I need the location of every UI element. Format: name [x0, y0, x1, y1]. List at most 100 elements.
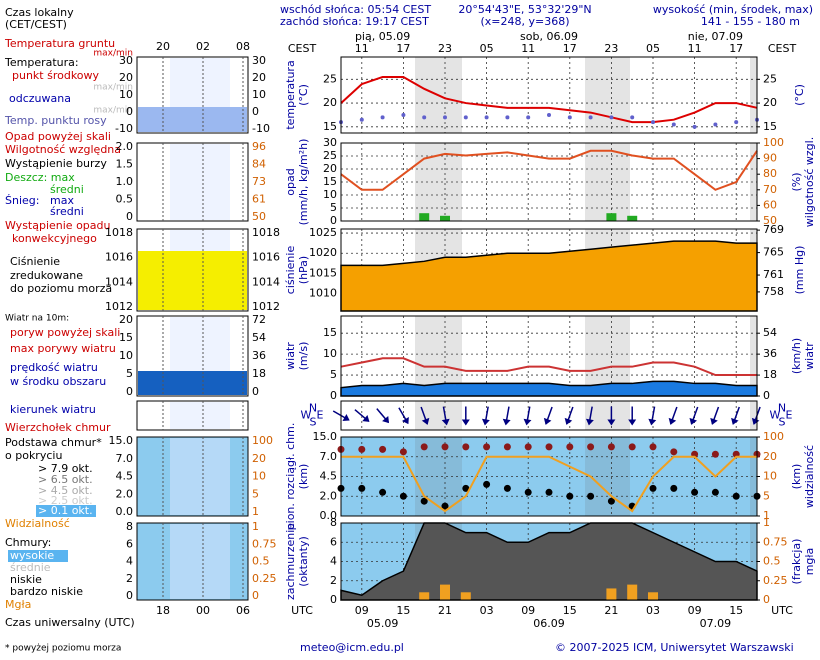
x-tick-label: 09: [688, 604, 702, 617]
dot: [547, 112, 551, 117]
bar: [419, 592, 430, 600]
mini-tick-label: 15: [119, 331, 133, 344]
legend-item: Śnieg:: [5, 194, 39, 207]
dot: [630, 115, 635, 120]
cest-hour: 17: [729, 42, 743, 55]
local-hour: 20: [156, 40, 170, 53]
arrow-head: [362, 415, 370, 422]
mini-tick-label: 2.0: [116, 487, 134, 500]
x-tick-label: 03: [646, 604, 660, 617]
mini-tick-label: 61: [252, 193, 266, 206]
legend-item: do poziomu morza: [10, 282, 112, 295]
dot: [358, 484, 366, 492]
dot: [670, 484, 678, 492]
cest-hour: 11: [688, 42, 702, 55]
dot: [587, 443, 595, 451]
mini-tick-label: 54: [252, 331, 266, 344]
mini-tick-label: 20: [252, 452, 266, 465]
dot: [420, 497, 428, 505]
dot: [524, 443, 532, 451]
mini-tick-label: 0.5: [116, 193, 134, 206]
legend-item: średni: [50, 205, 84, 218]
email: meteo@icm.edu.pl: [300, 641, 404, 654]
y2-tick-label: 80: [763, 167, 777, 180]
legend-item: Chmury:: [5, 536, 51, 549]
night-band: [750, 437, 757, 516]
legend-item: > 6.5 okt.: [38, 473, 93, 486]
arrow-head: [401, 416, 409, 425]
y-tick-label: 6: [330, 535, 337, 548]
mini-night: [170, 402, 230, 429]
y2-tick-label: 90: [763, 152, 777, 165]
dot: [649, 443, 657, 451]
y2-tick-label: 50: [763, 214, 777, 227]
legend-item: > 0.1 okt.: [38, 504, 93, 517]
y-tick-label: 15.0: [313, 430, 338, 443]
legend-item: Opad powyżej skali: [5, 130, 111, 143]
y2-tick-label: 1: [763, 516, 770, 529]
mini-tick-label: 1.0: [116, 175, 134, 188]
y-tick-label: 0: [330, 389, 337, 402]
legend-item: Wystąpienie opadu: [5, 219, 110, 232]
legend-item: max porywy wiatru: [10, 342, 116, 355]
mini-tick-label: 1016: [252, 251, 280, 264]
night-band: [750, 143, 757, 221]
day-label: pią, 05.09: [355, 30, 410, 43]
axis-title-right: (%): [790, 172, 803, 191]
y2-tick-label: 1: [763, 509, 770, 522]
mini-tick-label: 10: [252, 88, 266, 101]
copyright: © 2007-2025 ICM, Uniwersytet Warszawski: [555, 641, 794, 654]
panel-frame: [340, 142, 758, 222]
arrow-head: [543, 417, 552, 425]
wind-arrow: [564, 406, 574, 425]
legend-item: max/min: [93, 49, 133, 59]
date-label: 07.09: [700, 617, 732, 630]
night-band: [585, 57, 630, 133]
y-tick-label: 15: [323, 175, 337, 188]
y2-tick-label: 0: [763, 593, 770, 606]
legend-item: Deszcz: max: [5, 171, 75, 184]
wind-arrow: [710, 406, 720, 425]
y-tick-label: 25: [323, 149, 337, 162]
y-tick-label: 25: [323, 72, 337, 85]
dot: [526, 115, 531, 120]
mini-tick-label: 100: [252, 434, 273, 447]
mini-tick-label: 0: [126, 385, 133, 398]
y-tick-label: 10: [323, 188, 337, 201]
axis-title: (m/s): [297, 342, 310, 371]
y2-tick-label: 20: [763, 96, 777, 109]
mini-tick-label: 30: [119, 54, 133, 67]
elevation: 141 - 155 - 180 m: [701, 15, 800, 28]
area: [340, 240, 758, 312]
wind-arrow: [585, 406, 594, 426]
axis-title: (oktanty): [297, 536, 310, 587]
mini-night: [170, 144, 230, 220]
mini-tick-label: 1014: [105, 275, 133, 288]
local-time: Czas lokalny: [5, 6, 74, 19]
axis-title-right: widzialność: [803, 445, 816, 508]
wind-arrow: [607, 406, 616, 426]
legend-item: prędkość wiatru: [10, 361, 98, 374]
legend-item: średnie: [10, 561, 51, 574]
wind-arrow: [502, 406, 511, 426]
mini-tick-label: 18: [252, 367, 266, 380]
panel-frame: [340, 436, 758, 517]
sunrise: wschód słońca: 05:54 CEST: [280, 3, 431, 16]
legend-item: > 2.5 okt.: [38, 494, 93, 507]
dot: [609, 115, 614, 120]
y-tick-label: 20: [323, 96, 337, 109]
mini-tick-label: 6: [126, 537, 133, 550]
dot: [734, 120, 739, 125]
bar: [460, 592, 471, 600]
dot: [359, 117, 364, 122]
axis-title-right: (km/h): [790, 338, 803, 374]
y-tick-label: 2: [330, 574, 337, 587]
legend-item: poryw powyżej skali: [10, 326, 120, 339]
axis-title: opad: [284, 168, 297, 195]
legend-item: Mgła: [5, 598, 31, 611]
night-band: [750, 401, 757, 430]
dot: [713, 122, 718, 127]
wind-arrow: [689, 406, 699, 425]
compass: N: [309, 402, 317, 415]
mini-tick-label: 73: [252, 175, 266, 188]
